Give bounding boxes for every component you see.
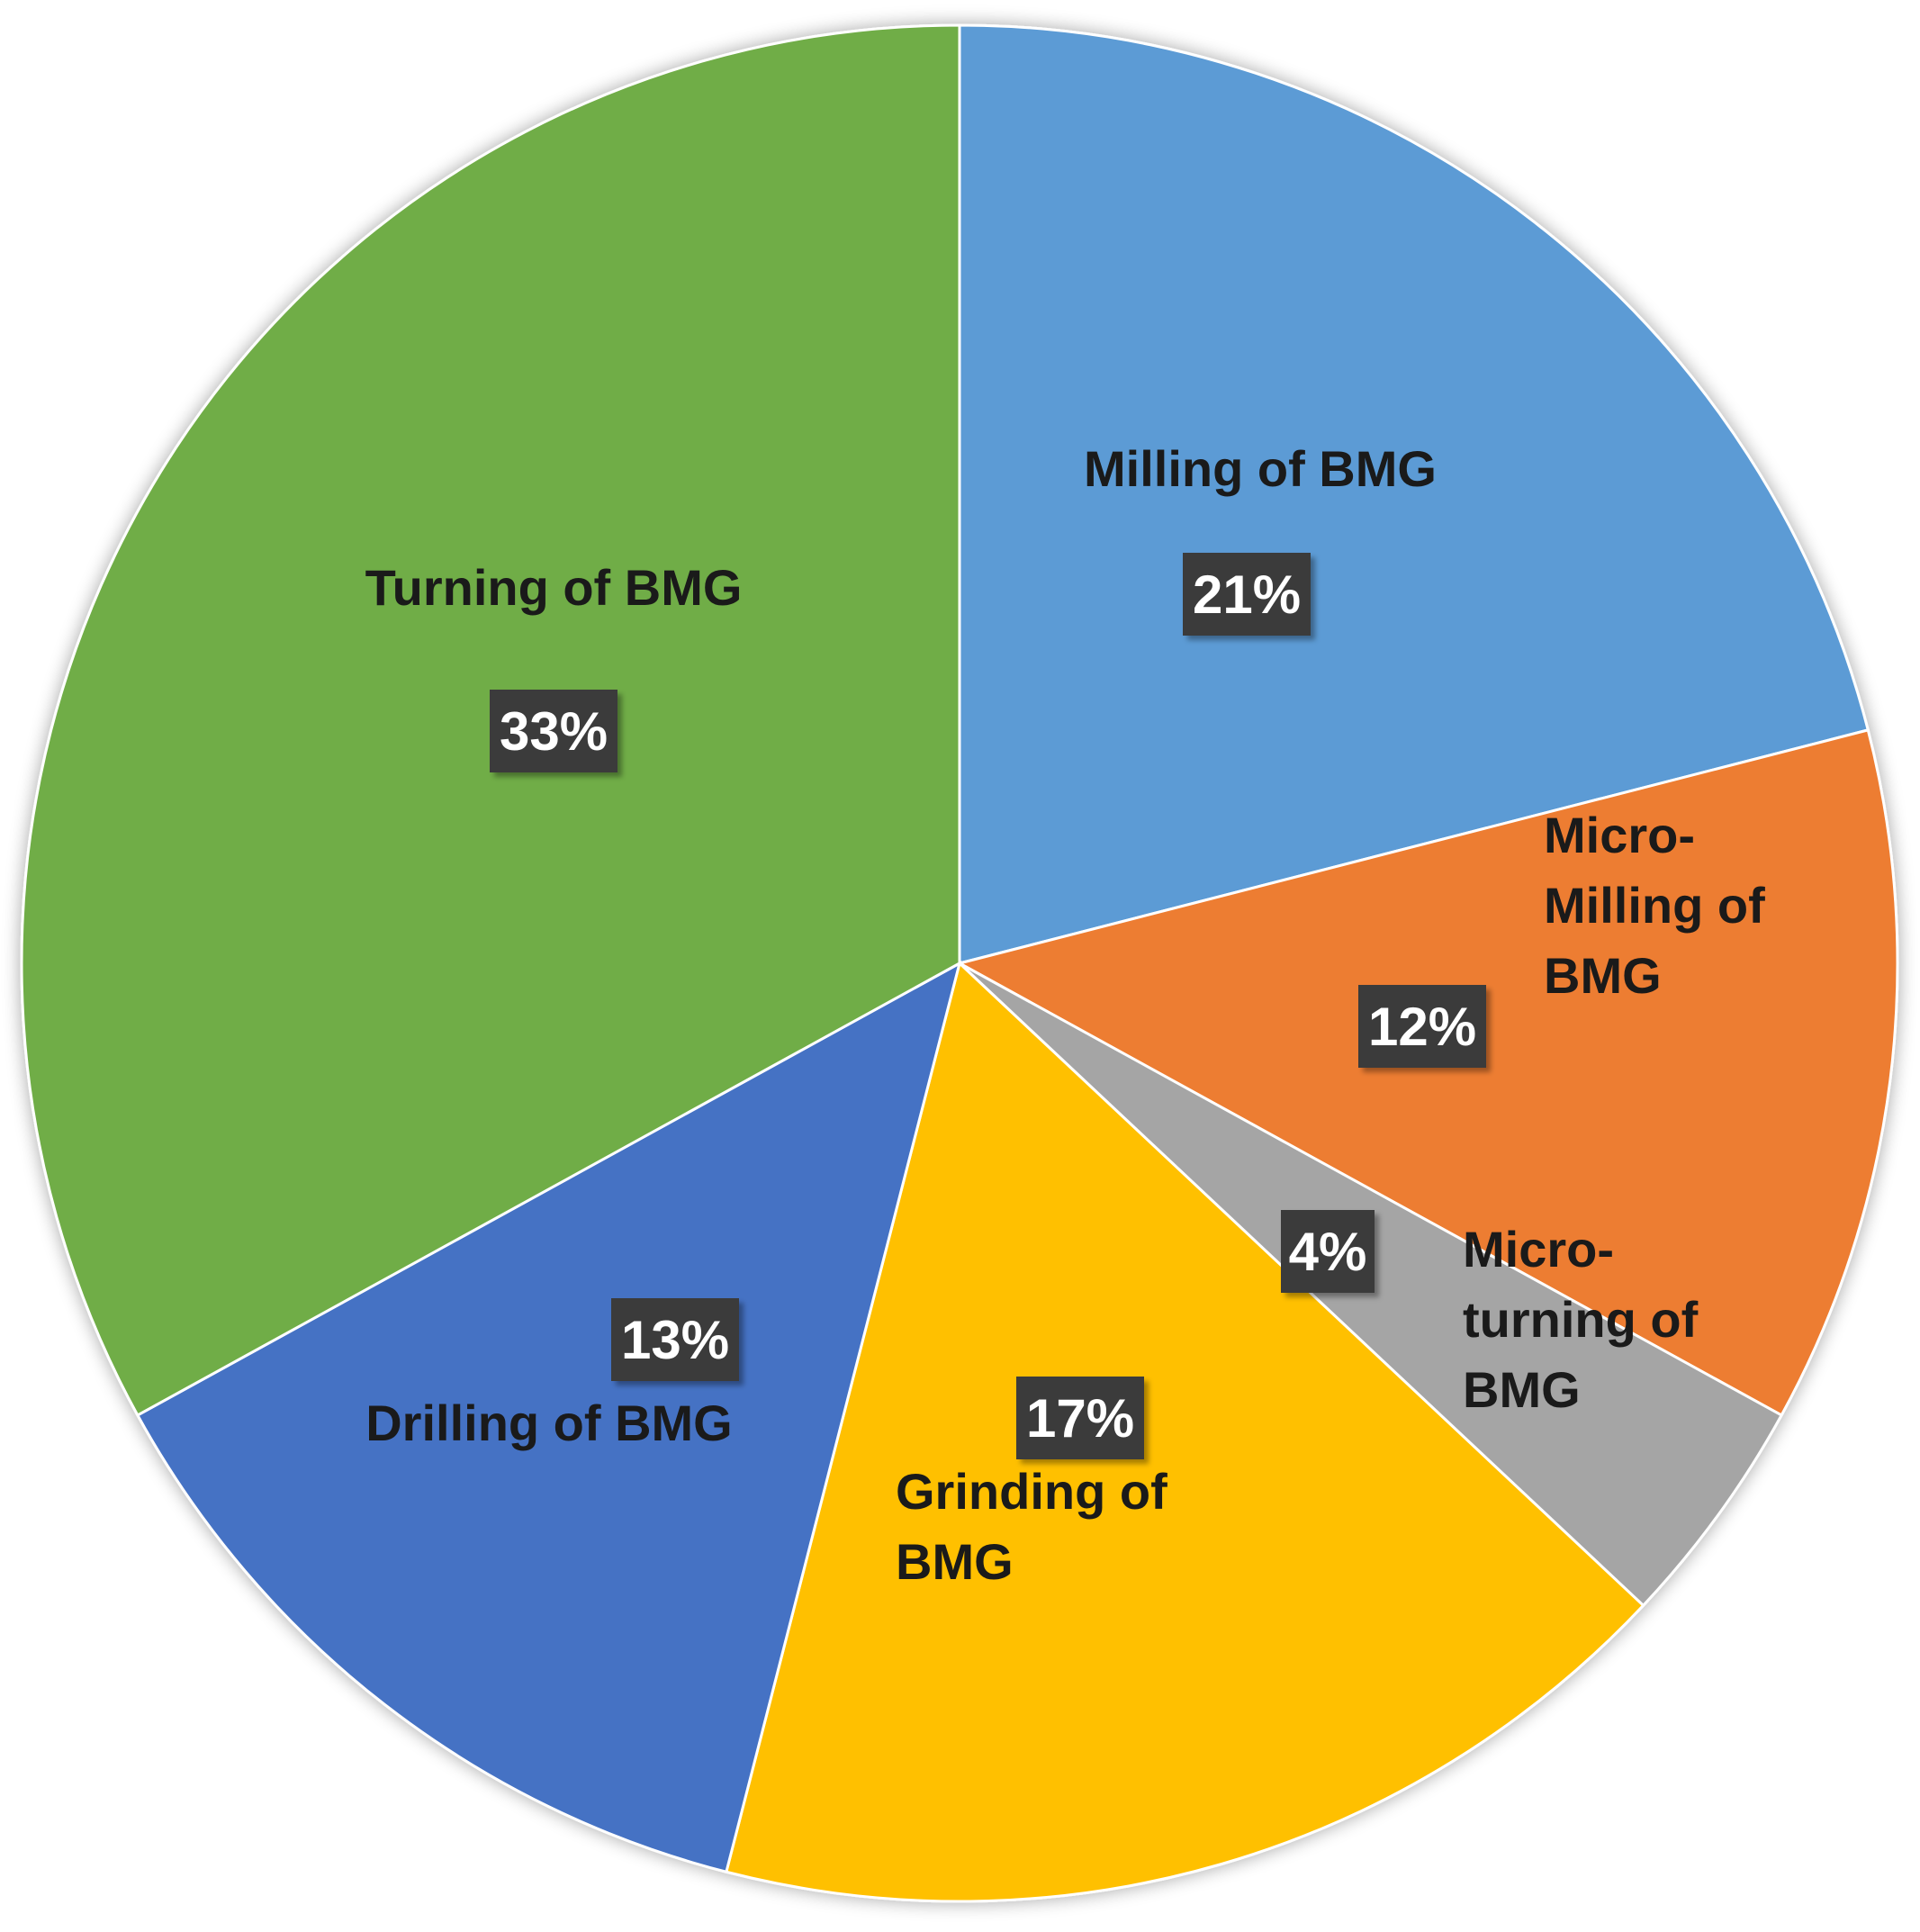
value-label-text: 12% <box>1368 997 1476 1057</box>
slice-label-drilling-of-bmg: Drilling of BMG <box>365 1395 733 1451</box>
value-label-text: 13% <box>621 1310 729 1370</box>
value-label-box <box>611 1298 739 1381</box>
pie-slice-milling-of-bmg <box>958 23 1870 965</box>
slice-label-grinding-of-bmg: Grinding of BMG <box>896 1463 1167 1590</box>
slice-value-drilling-of-bmg: 13% <box>611 1298 739 1381</box>
slice-value-micro-milling-of-bmg: 12% <box>1358 985 1486 1068</box>
value-label-box <box>1358 985 1486 1068</box>
value-label-text: 4% <box>1289 1222 1367 1282</box>
slice-value-turning-of-bmg: 33% <box>490 690 617 772</box>
pie-slice-grinding-of-bmg <box>725 961 1645 1903</box>
value-label-text: 33% <box>500 701 608 762</box>
pie-slice-micro-milling-of-bmg <box>955 728 1899 1418</box>
pie-labels: Milling of BMG 21% Micro-Milling of BMG 12% M… <box>365 440 1765 1590</box>
slice-label-micro-milling-of-bmg: Micro-Milling of BMG <box>1544 807 1765 1004</box>
pie-slice-drilling-of-bmg <box>135 961 962 1874</box>
slice-value-micro-turning-of-bmg: 4% <box>1281 1210 1375 1293</box>
slice-value-milling-of-bmg: 21% <box>1183 553 1311 636</box>
slice-label-milling-of-bmg: Milling of BMG <box>1084 440 1437 497</box>
slice-label-micro-turning-of-bmg: Micro-turning of BMG <box>1463 1221 1699 1418</box>
slice-value-grinding-of-bmg: 17% <box>1016 1377 1144 1459</box>
value-label-box <box>1183 553 1311 636</box>
value-label-box <box>1016 1377 1144 1459</box>
value-label-text: 17% <box>1026 1388 1134 1449</box>
slice-label-turning-of-bmg: Turning of BMG <box>365 559 743 616</box>
value-label-box <box>1281 1210 1375 1293</box>
value-label-text: 21% <box>1193 564 1301 625</box>
value-label-box <box>490 690 617 772</box>
